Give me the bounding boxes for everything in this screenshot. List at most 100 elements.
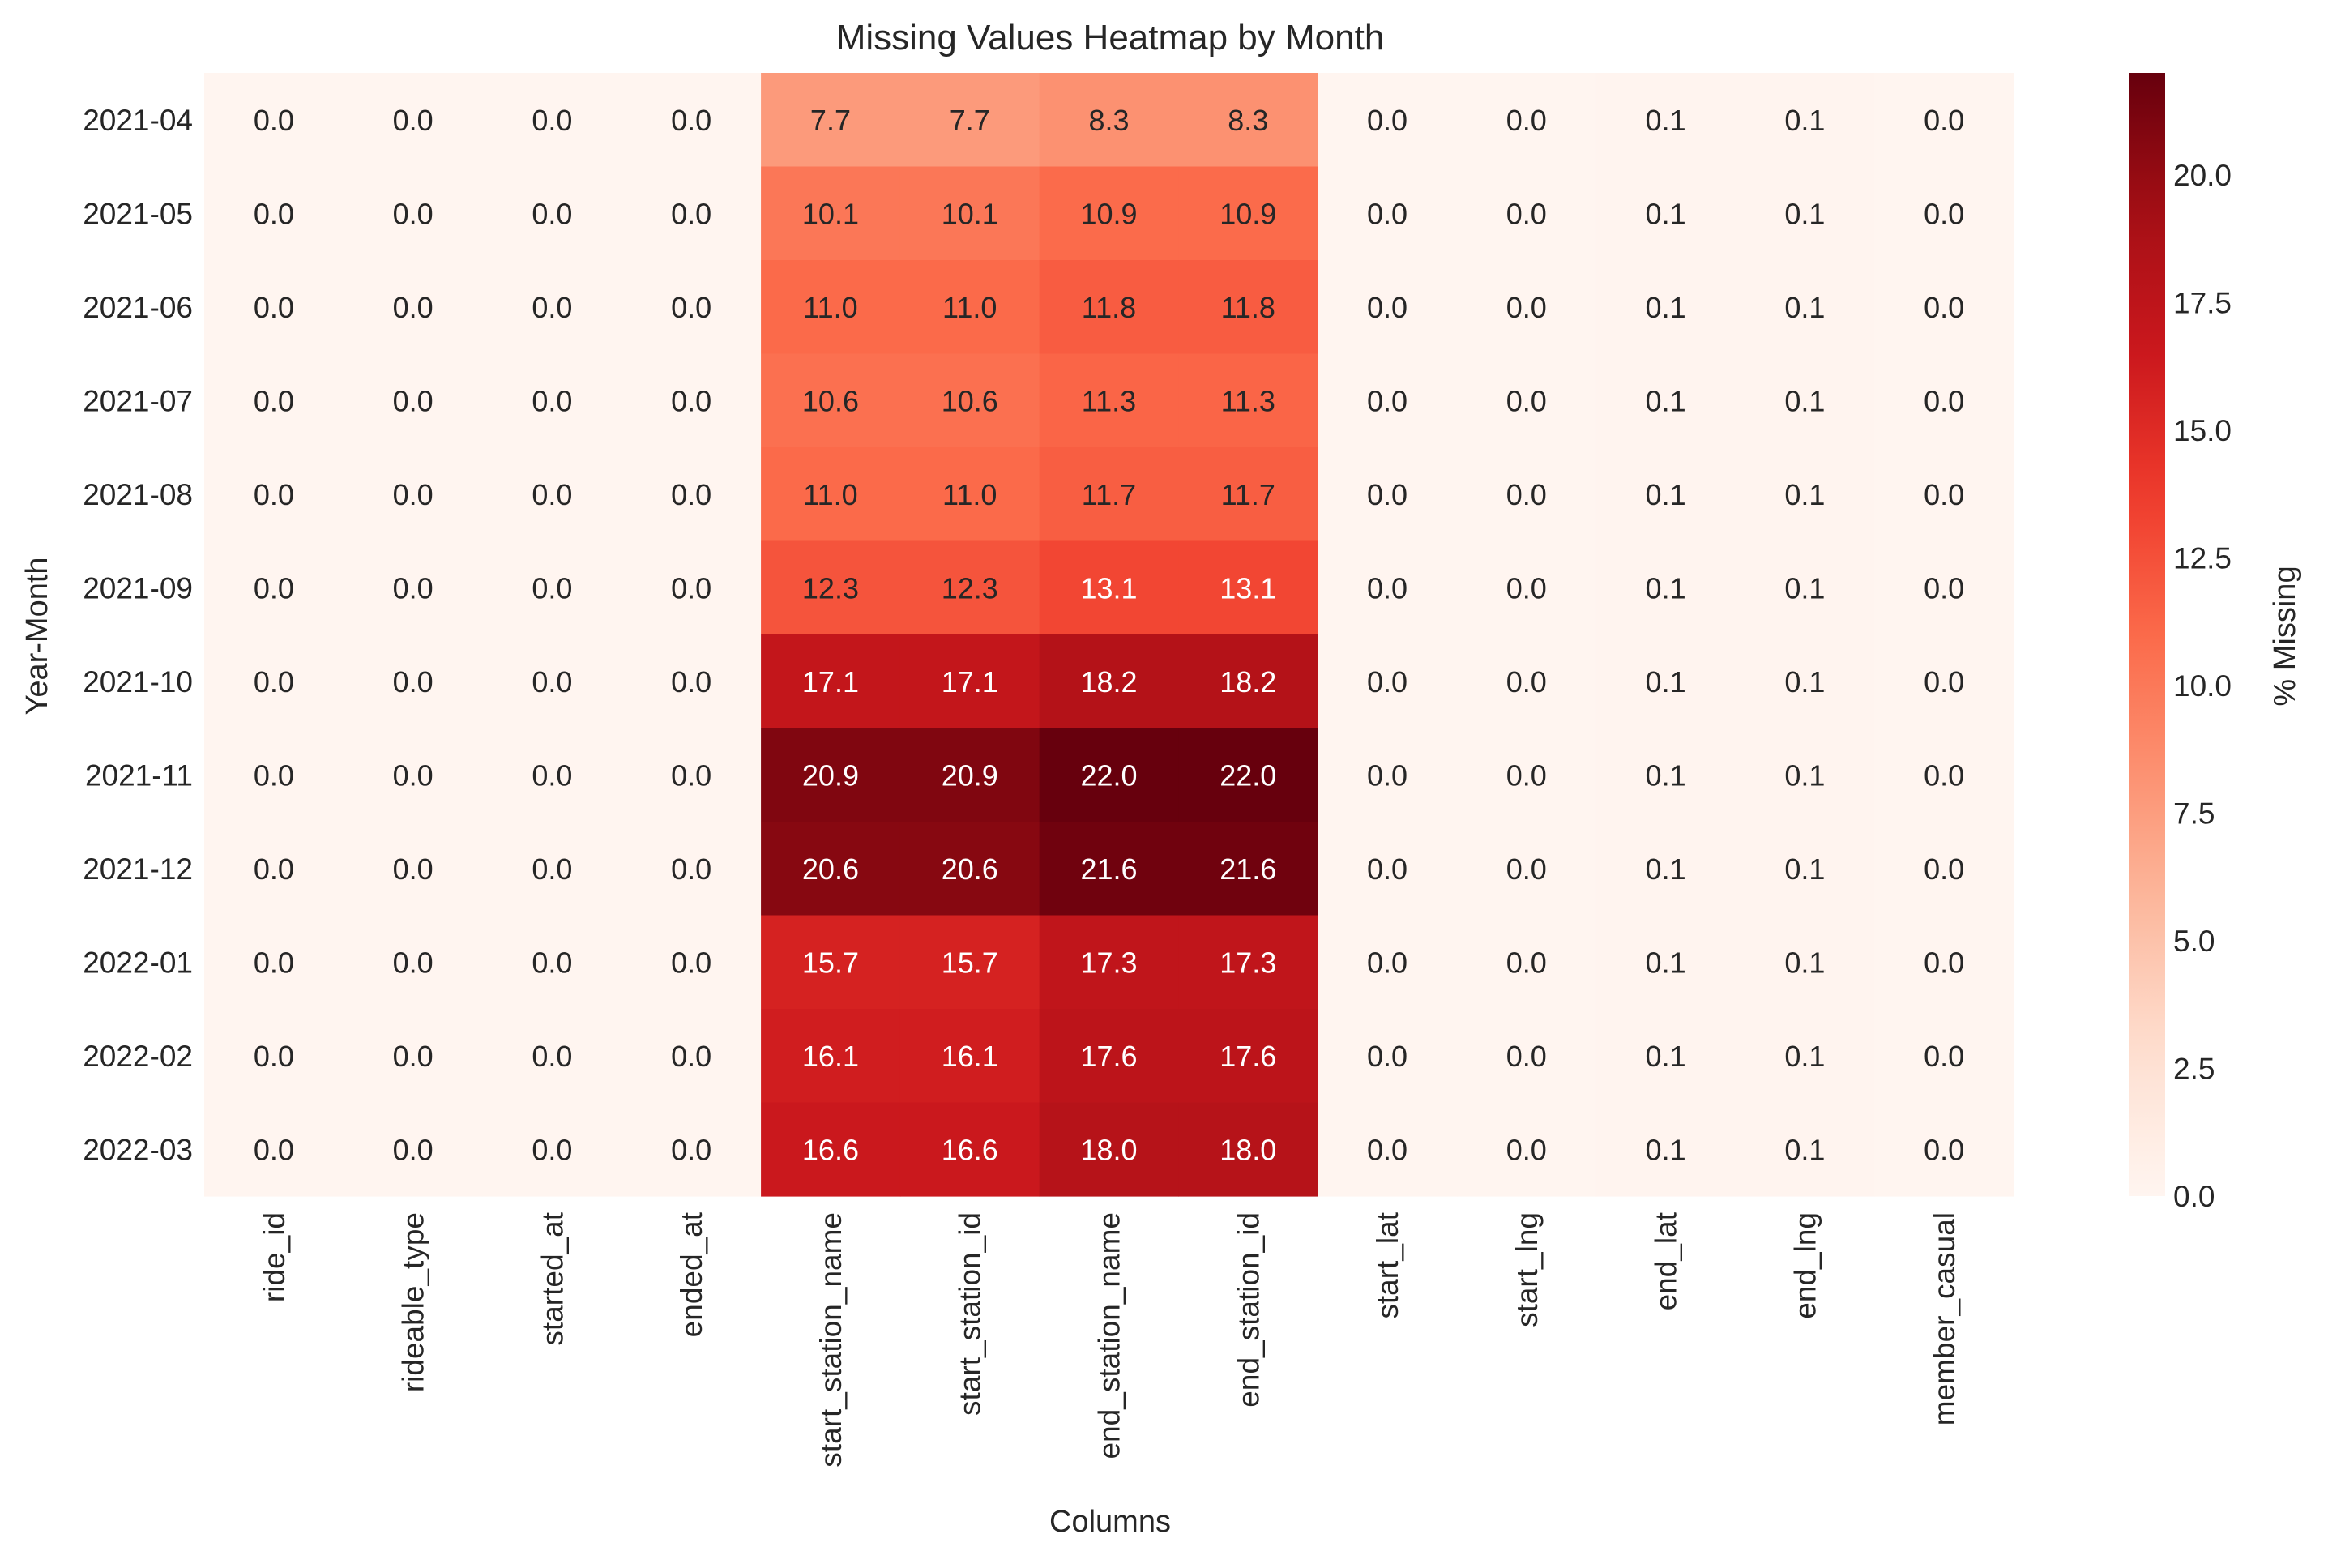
- cell-value-label: 0.0: [1367, 1133, 1407, 1166]
- cell-value-label: 16.1: [802, 1040, 859, 1073]
- cell-value-label: 8.3: [1088, 104, 1129, 137]
- cell-value-label: 17.6: [1220, 1040, 1276, 1073]
- x-tick-label: start_lat: [1371, 1211, 1404, 1318]
- heatmap-cell: [1595, 166, 1736, 261]
- cell-value-label: 10.9: [1080, 197, 1137, 230]
- heatmap-cell: [204, 353, 344, 448]
- cell-value-label: 0.1: [1646, 665, 1686, 699]
- cell-value-label: 0.1: [1784, 384, 1825, 417]
- heatmap-cell: [1456, 353, 1597, 448]
- x-axis-label: Columns: [1049, 1505, 1171, 1539]
- heatmap-cell: [1595, 540, 1736, 635]
- heatmap-cell: [1178, 915, 1318, 1010]
- heatmap-cell: [1735, 540, 1875, 635]
- heatmap-cell: [1595, 634, 1736, 729]
- heatmap-cell: [1735, 260, 1875, 355]
- cell-value-label: 11.0: [942, 291, 997, 324]
- heatmap-cells: [204, 73, 2014, 1197]
- heatmap-cell: [761, 728, 901, 822]
- cell-value-label: 0.0: [393, 665, 434, 699]
- cell-value-label: 0.0: [671, 946, 711, 979]
- heatmap-cell: [343, 166, 484, 261]
- cell-value-label: 10.6: [942, 384, 998, 417]
- y-tick-label: 2022-01: [83, 946, 193, 979]
- heatmap-cell: [1178, 634, 1318, 729]
- cell-value-label: 0.0: [393, 384, 434, 417]
- heatmap-cell: [204, 1009, 344, 1104]
- heatmap-cell: [1318, 260, 1458, 355]
- heatmap-cell: [482, 540, 622, 635]
- heatmap-cell: [1178, 728, 1318, 822]
- cell-value-label: 0.0: [1506, 291, 1547, 324]
- cell-value-label: 0.1: [1784, 665, 1825, 699]
- cell-value-label: 0.1: [1646, 852, 1686, 886]
- heatmap-cell: [1318, 447, 1458, 542]
- heatmap-cell: [1735, 634, 1875, 729]
- cell-value-label: 15.7: [802, 946, 859, 979]
- colorbar-tick-labels: 0.0 2.5 5.0 7.5 10.0 12.5 15.0 17.5 20.0: [2173, 159, 2232, 1213]
- heatmap-cell: [1039, 260, 1179, 355]
- x-tick-label: end_lng: [1788, 1212, 1822, 1319]
- cell-value-label: 0.0: [1506, 946, 1547, 979]
- cell-value-label: 10.6: [802, 384, 859, 417]
- x-tick-label: end_station_name: [1093, 1212, 1126, 1459]
- heatmap-cell: [1318, 1102, 1458, 1197]
- cell-value-label: 7.7: [810, 104, 851, 137]
- heatmap-cell: [1456, 166, 1597, 261]
- cell-value-label: 0.0: [1367, 665, 1407, 699]
- heatmap-cell: [482, 447, 622, 542]
- heatmap-cell: [1039, 353, 1179, 448]
- cell-value-label: 0.1: [1646, 571, 1686, 605]
- cell-value-label: 0.0: [1367, 104, 1407, 137]
- y-tick-labels: 2021-04 2021-05 2021-06 2021-07 2021-08 2021-…: [83, 104, 193, 1167]
- cell-value-label: 11.8: [1221, 291, 1275, 324]
- cell-value-label: 0.0: [254, 384, 294, 417]
- heatmap-cell: [1318, 728, 1458, 822]
- cell-value-label: 11.7: [1221, 478, 1275, 511]
- cell-value-label: 0.0: [1367, 758, 1407, 792]
- heatmap-cell: [1595, 1102, 1736, 1197]
- heatmap-cell: [1318, 73, 1458, 168]
- cell-value-label: 0.0: [393, 104, 434, 137]
- cell-value-label: 18.2: [1080, 665, 1137, 699]
- cell-value-label: 0.1: [1784, 197, 1825, 230]
- y-tick-label: 2021-07: [83, 384, 193, 417]
- cell-value-label: 0.0: [1506, 384, 1547, 417]
- heatmap-cell: [899, 822, 1040, 916]
- heatmap-cell: [899, 166, 1040, 261]
- heatmap-cell: [1039, 728, 1179, 822]
- heatmap-cell: [1874, 540, 2014, 635]
- heatmap-cell: [343, 634, 484, 729]
- cell-value-label: 0.0: [254, 852, 294, 886]
- heatmap-cell: [1735, 822, 1875, 916]
- x-tick-label: start_station_id: [954, 1212, 987, 1416]
- cell-value-label: 0.0: [393, 291, 434, 324]
- colorbar-label: % Missing: [2268, 566, 2302, 706]
- heatmap-cell: [761, 1009, 901, 1104]
- y-tick-label: 2021-04: [83, 104, 193, 137]
- cell-value-label: 0.0: [1506, 197, 1547, 230]
- heatmap-cell: [1595, 915, 1736, 1010]
- cell-value-label: 0.1: [1784, 104, 1825, 137]
- cell-value-label: 0.1: [1784, 291, 1825, 324]
- cell-value-label: 0.0: [254, 1040, 294, 1073]
- cell-value-label: 0.1: [1784, 478, 1825, 511]
- cell-value-label: 16.6: [942, 1133, 998, 1166]
- heatmap-cell: [482, 353, 622, 448]
- cell-value-label: 0.0: [532, 291, 572, 324]
- heatmap-cell: [1039, 822, 1179, 916]
- cell-value-label: 0.0: [1924, 197, 1964, 230]
- heatmap-cell: [899, 260, 1040, 355]
- y-tick-label: 2021-09: [83, 571, 193, 605]
- cell-value-label: 0.0: [532, 852, 572, 886]
- cell-value-label: 0.0: [254, 197, 294, 230]
- cell-value-label: 0.0: [671, 478, 711, 511]
- heatmap-cell: [622, 447, 762, 542]
- cell-value-label: 0.0: [532, 478, 572, 511]
- heatmap-cell: [204, 540, 344, 635]
- heatmap-cell: [761, 634, 901, 729]
- cell-value-label: 0.0: [671, 291, 711, 324]
- heatmap-cell: [1735, 915, 1875, 1010]
